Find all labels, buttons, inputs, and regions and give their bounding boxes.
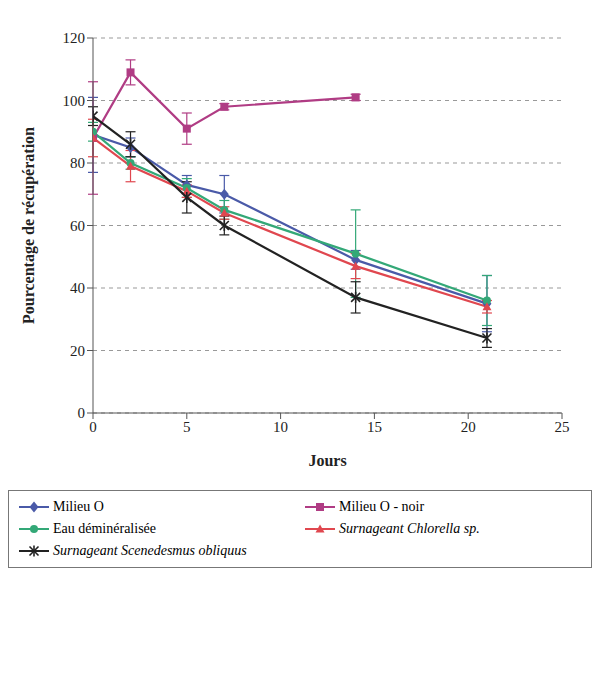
svg-text:25: 25	[555, 419, 570, 435]
svg-text:60: 60	[70, 218, 85, 234]
svg-text:10: 10	[273, 419, 288, 435]
html-text:Surnageant Chlorella sp.: Surnageant Chlorella sp.	[339, 521, 480, 536]
html-text:Eau déminéralisée: Eau déminéralisée	[53, 521, 156, 536]
svg-text:0: 0	[89, 419, 97, 435]
svg-text:120: 120	[63, 30, 86, 46]
svg-text:5: 5	[183, 419, 191, 435]
svg-text:40: 40	[70, 280, 85, 296]
svg-text:80: 80	[70, 155, 85, 171]
svg-text:Jours: Jours	[308, 452, 346, 469]
svg-text:15: 15	[367, 419, 382, 435]
html-text:Milieu O: Milieu O	[53, 499, 104, 514]
svg-text:Pourcentage de récupération: Pourcentage de récupération	[20, 127, 38, 324]
svg-text:20: 20	[461, 419, 476, 435]
html-text:Surnageant Scenedesmus obliquu: Surnageant Scenedesmus obliquus	[53, 543, 247, 558]
svg-text:0: 0	[78, 405, 86, 421]
svg-text:20: 20	[70, 343, 85, 359]
html-text:Milieu O - noir: Milieu O - noir	[339, 499, 425, 514]
svg-text:100: 100	[63, 93, 86, 109]
